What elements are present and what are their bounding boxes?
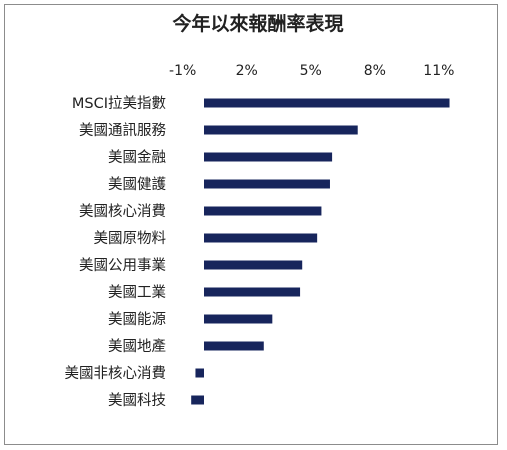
chart-title: 今年以來報酬率表現 <box>171 12 343 35</box>
category-label: 美國地產 <box>108 338 166 355</box>
bar <box>204 287 301 297</box>
bar <box>191 395 204 405</box>
x-tick-labels: -1% 2% 5% 8% 11% <box>169 63 454 79</box>
x-tick-label: -1% <box>169 63 196 79</box>
category-label: 美國公用事業 <box>79 257 166 274</box>
category-label: 美國工業 <box>108 284 166 301</box>
x-tick-label: 5% <box>300 63 322 79</box>
category-label: 美國非核心消費 <box>65 365 167 382</box>
x-tick-label: 8% <box>364 63 386 79</box>
x-tick-label: 2% <box>236 63 258 79</box>
bar <box>204 341 264 351</box>
bar <box>204 152 333 162</box>
bar <box>204 206 322 216</box>
category-label: 美國能源 <box>108 311 166 328</box>
category-label: 美國健護 <box>108 176 166 193</box>
category-label: 美國金融 <box>108 149 166 166</box>
category-label: 美國科技 <box>108 392 166 409</box>
chart-frame <box>4 4 498 445</box>
category-labels: MSCI拉美指數美國通訊服務美國金融美國健護美國核心消費美國原物料美國公用事業美… <box>65 95 167 409</box>
bar <box>204 260 303 270</box>
bar <box>195 368 204 378</box>
category-label: 美國通訊服務 <box>79 122 166 139</box>
bars <box>191 98 450 405</box>
bar <box>204 233 318 243</box>
bar <box>204 179 330 189</box>
bar <box>204 98 450 108</box>
category-label: 美國原物料 <box>94 230 167 247</box>
x-tick-label: 11% <box>423 63 454 79</box>
category-label: 美國核心消費 <box>79 203 166 220</box>
bar <box>204 125 358 135</box>
category-label: MSCI拉美指數 <box>72 95 166 112</box>
bar <box>204 314 273 324</box>
